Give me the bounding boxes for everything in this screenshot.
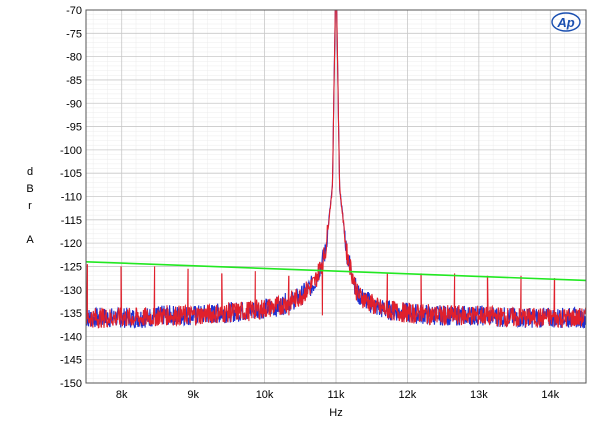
y-axis-label-char: r [28, 200, 32, 212]
y-tick-label: -70 [66, 5, 82, 17]
x-axis-label: Hz [329, 407, 342, 419]
y-tick-label: -135 [60, 308, 82, 320]
y-axis-label-char: d [27, 166, 33, 178]
y-tick-label: -125 [60, 261, 82, 273]
series-line-3 [86, 261, 586, 282]
y-tick-label: -100 [60, 145, 82, 157]
y-axis-label-char: B [26, 183, 33, 195]
y-tick-label: -110 [61, 192, 82, 204]
y-tick-labels: -70 -75 -80 -85 -90 -95 -100 -105 -110 -115 -120 -1… [60, 5, 82, 390]
y-tick-label: -75 [66, 28, 82, 40]
y-tick-label: -105 [60, 168, 82, 180]
y-tick-label: -145 [60, 355, 82, 367]
ap-logo-ring [551, 12, 581, 32]
x-tick-label: 12k [399, 389, 417, 401]
y-tick-label: -130 [60, 285, 82, 297]
y-tick-label: -90 [66, 98, 82, 110]
y-axis-label-char: A [26, 234, 34, 246]
y-tick-label: -85 [66, 75, 82, 87]
series-layer [86, 10, 586, 329]
series-line-2 [86, 10, 586, 329]
y-tick-label: -150 [60, 378, 82, 390]
x-tick-label: 9k [187, 389, 199, 401]
x-tick-label: 8k [116, 389, 128, 401]
ap-logo: Ap [551, 12, 581, 32]
x-tick-labels: 8k 9k 10k 11k 12k 13k 14k [116, 389, 560, 401]
grid [86, 9, 586, 384]
series-line-1 [86, 10, 586, 329]
y-axis-label: dBr A [26, 166, 34, 246]
y-tick-label: -95 [66, 122, 82, 134]
y-tick-label: -140 [60, 331, 82, 343]
y-tick-label: -80 [66, 52, 82, 64]
x-tick-label: 11k [328, 389, 345, 401]
y-tick-label: -115 [61, 215, 82, 227]
ap-logo-text: Ap [556, 15, 574, 30]
x-tick-label: 14k [541, 389, 559, 401]
x-tick-label: 10k [256, 389, 274, 401]
plot-frame [85, 9, 587, 384]
y-tick-label: -120 [60, 238, 82, 250]
x-tick-label: 13k [470, 389, 488, 401]
